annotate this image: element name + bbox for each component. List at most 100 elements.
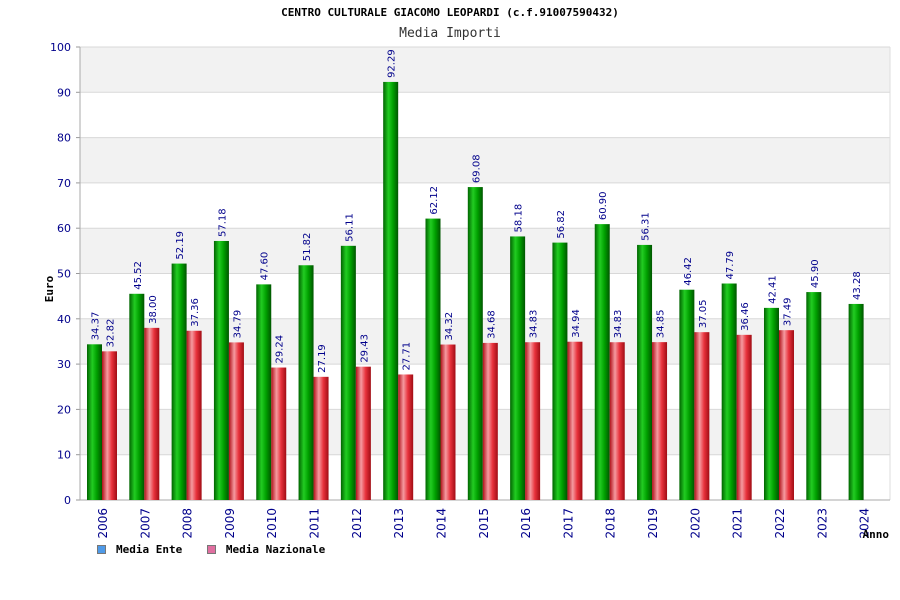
x-axis-ticks: 2006 2007 2008 2009 2010 2011 2012 2013 2014 2015… (96, 508, 872, 539)
x-tick-label: 2014 (434, 508, 448, 539)
bar-media-ente (171, 263, 187, 500)
y-axis-ticks: 0 10 20 30 40 50 60 70 80 90 100 (50, 41, 71, 507)
value-label-ente: 47.79 (725, 251, 736, 280)
value-label-nazionale: 38.00 (148, 295, 159, 324)
y-tick-label: 70 (57, 177, 71, 190)
x-tick-label: 2024 (858, 508, 872, 539)
value-label-ente: 52.19 (175, 231, 186, 260)
bar-media-nazionale (186, 330, 202, 500)
grid-band (80, 47, 890, 93)
chart-title: CENTRO CULTURALE GIACOMO LEOPARDI (c.f.9… (281, 6, 619, 19)
value-label-nazionale: 34.85 (656, 309, 667, 338)
x-tick-label: 2020 (688, 508, 702, 539)
x-tick-label: 2015 (477, 508, 491, 539)
bar-media-ente (848, 303, 864, 500)
x-tick-label: 2010 (265, 508, 279, 539)
bar-media-ente (721, 283, 737, 500)
bar-media-nazionale (567, 341, 583, 500)
legend: Media Ente Media Nazionale (97, 543, 343, 557)
value-label-ente: 42.41 (767, 275, 778, 304)
legend-swatch-nazionale (206, 545, 216, 554)
y-axis-label: Euro (43, 275, 56, 302)
x-tick-label: 2008 (181, 508, 195, 539)
value-label-ente: 51.82 (302, 233, 313, 262)
grid-band (80, 92, 890, 138)
x-tick-label: 2007 (138, 508, 152, 539)
value-label-ente: 47.60 (260, 252, 271, 281)
bar-media-nazionale (694, 332, 710, 500)
bar-media-nazionale (609, 342, 625, 500)
bar-media-ente (129, 293, 145, 500)
bar-media-nazionale (355, 366, 371, 500)
y-tick-label: 60 (57, 222, 71, 235)
value-label-ente: 34.37 (91, 312, 102, 341)
bar-media-ente (383, 81, 399, 500)
bar-media-nazionale (652, 342, 668, 500)
value-label-ente: 92.29 (387, 49, 398, 78)
grid-band (80, 182, 890, 229)
bar-media-nazionale (228, 342, 244, 500)
value-label-nazionale: 34.83 (529, 310, 540, 339)
bar-media-nazionale (102, 351, 117, 500)
legend-label-nazionale: Media Nazionale (225, 543, 326, 556)
bar-media-ente (806, 292, 822, 500)
grid-band (80, 228, 890, 274)
x-tick-label: 2023 (815, 508, 829, 539)
bar-media-nazionale (440, 344, 456, 500)
value-label-nazionale: 34.79 (232, 310, 243, 339)
bar-media-nazionale (271, 367, 287, 500)
value-label-ente: 45.90 (810, 259, 821, 288)
value-label-nazionale: 37.36 (190, 298, 201, 327)
value-label-nazionale: 37.05 (698, 300, 709, 329)
value-label-ente: 56.11 (344, 213, 355, 242)
value-label-nazionale: 37.49 (782, 298, 793, 327)
x-axis-label: Anno (863, 528, 890, 541)
value-label-ente: 45.52 (133, 261, 144, 290)
value-label-ente: 58.18 (514, 204, 525, 233)
x-tick-label: 2019 (646, 508, 660, 539)
y-tick-label: 10 (57, 449, 71, 462)
bar-media-ente (679, 289, 695, 500)
value-label-ente: 56.31 (641, 212, 652, 241)
y-tick-label: 50 (57, 268, 71, 281)
bar-media-nazionale (144, 327, 160, 500)
value-labels: 34.37 32.82 45.52 38.00 52.19 37.36 57.18 34.79… (91, 49, 864, 373)
bar-media-ente (298, 265, 314, 500)
x-tick-label: 2022 (773, 508, 787, 539)
bar-media-ente (340, 245, 356, 500)
value-label-nazionale: 29.24 (275, 335, 286, 364)
value-label-ente: 46.42 (683, 257, 694, 286)
y-tick-label: 90 (57, 86, 71, 99)
bar-media-nazionale (398, 374, 414, 500)
x-tick-label: 2011 (308, 508, 322, 539)
bar-media-ente (510, 236, 526, 501)
x-tick-label: 2021 (731, 508, 745, 539)
value-label-ente: 57.18 (217, 208, 228, 237)
bar-media-ente (256, 284, 272, 500)
grid-band (80, 137, 890, 183)
bar-media-ente (552, 242, 568, 500)
y-tick-label: 40 (57, 313, 71, 326)
value-label-ente: 62.12 (429, 186, 440, 215)
value-label-nazionale: 32.82 (106, 319, 117, 348)
bar-media-ente (87, 344, 102, 500)
legend-label-ente: Media Ente (116, 543, 183, 556)
bar-media-ente (425, 218, 441, 500)
value-label-nazionale: 34.68 (486, 310, 497, 339)
y-tick-label: 0 (64, 494, 71, 507)
value-label-nazionale: 29.43 (359, 334, 370, 363)
chart-subtitle: Media Importi (399, 26, 501, 41)
x-tick-label: 2012 (350, 508, 364, 539)
legend-item-ente: Media Ente (97, 543, 182, 556)
y-tick-label: 80 (57, 132, 71, 145)
y-tick-label: 20 (57, 403, 71, 416)
legend-swatch-ente (97, 545, 106, 554)
bar-media-ente (467, 187, 483, 500)
x-tick-label: 2009 (223, 508, 237, 539)
x-tick-label: 2013 (392, 508, 406, 539)
bar-media-nazionale (525, 342, 541, 500)
bar-media-ente (637, 244, 653, 500)
legend-item-nazionale: Media Nazionale (206, 543, 326, 556)
bar-media-nazionale (778, 330, 794, 500)
